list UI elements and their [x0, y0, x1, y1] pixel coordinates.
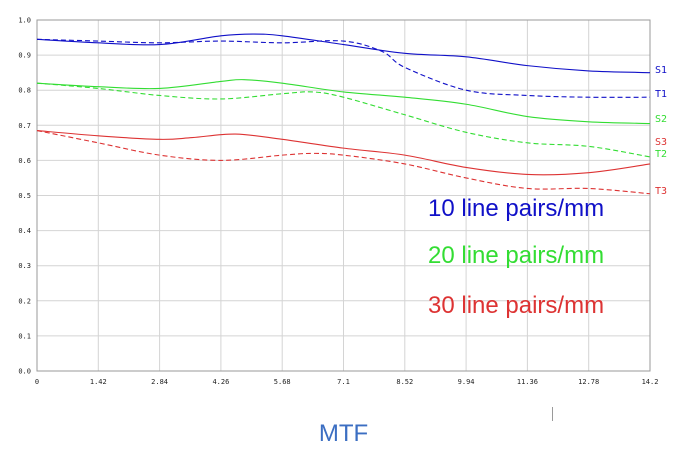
- cursor-mark: [552, 407, 553, 421]
- legend-10-lp: 10 line pairs/mm: [428, 195, 605, 222]
- y-tick-label: 0.9: [18, 52, 31, 60]
- y-tick-label: 0.7: [18, 122, 31, 130]
- series-lines: [36, 33, 651, 195]
- y-tick-label: 0.8: [18, 87, 31, 95]
- legend-30-lp: 30 line pairs/mm: [428, 292, 605, 319]
- x-tick-label: 4.26: [212, 378, 229, 386]
- x-tick-label: 14.2: [642, 378, 659, 386]
- series-label-t3: T3: [655, 186, 667, 197]
- y-tick-label: 0.5: [18, 192, 31, 200]
- y-tick-label: 0.6: [18, 157, 31, 165]
- series-line-t1: [36, 38, 651, 98]
- series-label-t2: T2: [655, 149, 667, 160]
- series-label-s1: S1: [655, 65, 667, 76]
- x-tick-label: 11.36: [517, 378, 538, 386]
- series-line-t2: [36, 82, 651, 158]
- series-line-s3: [36, 130, 651, 176]
- y-tick-label: 0.1: [18, 332, 31, 340]
- x-tick-label: 0: [35, 378, 39, 386]
- series-line-s2: [36, 79, 651, 125]
- y-tick-label: 0.0: [18, 368, 31, 376]
- y-tick-label: 0.2: [18, 297, 31, 305]
- y-tick-label: 0.3: [18, 262, 31, 270]
- plot-frame: [36, 19, 651, 372]
- x-tick-label: 12.78: [578, 378, 599, 386]
- x-tick-label: 7.1: [337, 378, 350, 386]
- series-line-t3: [36, 130, 651, 195]
- series-line-s1: [36, 33, 651, 74]
- series-label-t1: T1: [655, 89, 667, 100]
- y-tick-label: 1.0: [18, 17, 31, 25]
- series-label-s2: S2: [655, 114, 667, 125]
- chart-title: MTF: [318, 420, 369, 447]
- x-tick-label: 5.68: [274, 378, 291, 386]
- x-tick-label: 9.94: [458, 378, 475, 386]
- x-tick-label: 1.42: [90, 378, 107, 386]
- series-label-s3: S3: [655, 137, 667, 148]
- x-tick-label: 2.84: [151, 378, 168, 386]
- legend-20-lp: 20 line pairs/mm: [428, 242, 605, 269]
- y-tick-label: 0.4: [18, 227, 31, 235]
- axes: 0 1.42 2.84 4.26 5.68 7.1 8.52 9.94 11.36 12.78 14…: [18, 17, 658, 387]
- x-tick-label: 8.52: [396, 378, 413, 386]
